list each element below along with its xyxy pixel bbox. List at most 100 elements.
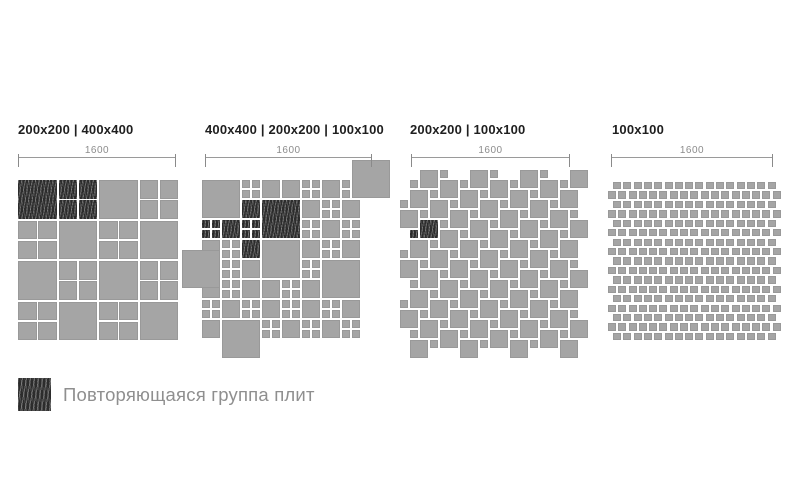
tile (242, 190, 251, 199)
tile (705, 295, 714, 303)
tile (674, 332, 683, 341)
tile (550, 250, 559, 259)
tile (302, 260, 311, 269)
tile (700, 248, 709, 256)
tile (470, 310, 479, 319)
tile (741, 304, 750, 312)
tile (607, 285, 616, 294)
tile (767, 182, 776, 190)
tile (613, 276, 621, 284)
tile (772, 266, 781, 275)
tile (490, 320, 499, 329)
tile (500, 260, 519, 279)
tile (159, 261, 179, 280)
tile (342, 300, 361, 319)
tile (721, 323, 730, 331)
tile (500, 200, 509, 209)
tile (767, 295, 776, 303)
tile (664, 238, 673, 246)
repeat-group-swatch-icon (18, 378, 51, 411)
tile (669, 248, 678, 256)
tile (680, 304, 688, 312)
tile (560, 290, 579, 309)
repeat-group-tile (58, 200, 78, 219)
tile (550, 200, 559, 209)
tile (690, 323, 699, 331)
tile (618, 191, 627, 199)
tile (410, 180, 419, 189)
tile (685, 238, 694, 246)
panel-4-tile-field (607, 182, 781, 342)
tile (460, 190, 479, 209)
tile (342, 220, 351, 229)
tile (685, 200, 694, 209)
tile (772, 248, 781, 256)
panel-1-title: 200x200 | 400x400 (18, 122, 134, 137)
tile (342, 330, 351, 339)
tile (762, 229, 771, 237)
tile (490, 230, 509, 249)
tile (262, 320, 271, 329)
tile (282, 280, 291, 289)
tile (540, 280, 559, 299)
tile (623, 257, 632, 265)
tile (674, 257, 683, 265)
tile (410, 240, 429, 259)
tile (342, 200, 361, 219)
tile (430, 250, 449, 269)
tile (222, 250, 231, 259)
tile (560, 330, 569, 339)
tile (262, 300, 281, 319)
dimension-tick-right (569, 154, 570, 167)
tile (664, 313, 673, 322)
tile (654, 257, 663, 265)
panel-2-dimension-line: 1600 (205, 145, 372, 167)
tile (500, 210, 519, 229)
tile (490, 280, 509, 299)
tile (613, 295, 621, 303)
tile (99, 301, 118, 321)
tile (772, 210, 781, 218)
tile (510, 240, 529, 259)
tile (470, 320, 489, 339)
tile (762, 210, 771, 218)
tile (623, 219, 632, 228)
tile (570, 310, 579, 319)
tile (669, 191, 678, 199)
tile (638, 285, 647, 294)
tile (342, 240, 361, 259)
tile (772, 229, 781, 237)
dimension-tick-right (175, 154, 176, 167)
dimension-tick-left (411, 154, 412, 167)
tile (741, 210, 750, 218)
tile (710, 323, 719, 331)
tile (762, 285, 771, 294)
tile (633, 219, 642, 228)
tile (570, 320, 589, 339)
tile (731, 323, 740, 331)
panel-3-title: 200x200 | 100x100 (410, 122, 526, 137)
tile (613, 257, 621, 265)
tile (726, 332, 735, 341)
tile (767, 238, 776, 246)
tile (767, 257, 776, 265)
tile (159, 281, 179, 300)
tile (18, 240, 37, 260)
tile (322, 310, 331, 319)
tile (746, 313, 755, 322)
tile (643, 238, 652, 246)
tile (633, 182, 642, 190)
tile (618, 323, 627, 331)
tile (440, 320, 449, 329)
tile (664, 200, 673, 209)
tile (560, 240, 579, 259)
tile (38, 321, 57, 341)
tile (302, 230, 311, 239)
tile (659, 323, 668, 331)
tile (607, 210, 616, 218)
tile (680, 191, 688, 199)
tile (212, 310, 221, 319)
tile (139, 301, 179, 341)
tile (736, 182, 745, 190)
